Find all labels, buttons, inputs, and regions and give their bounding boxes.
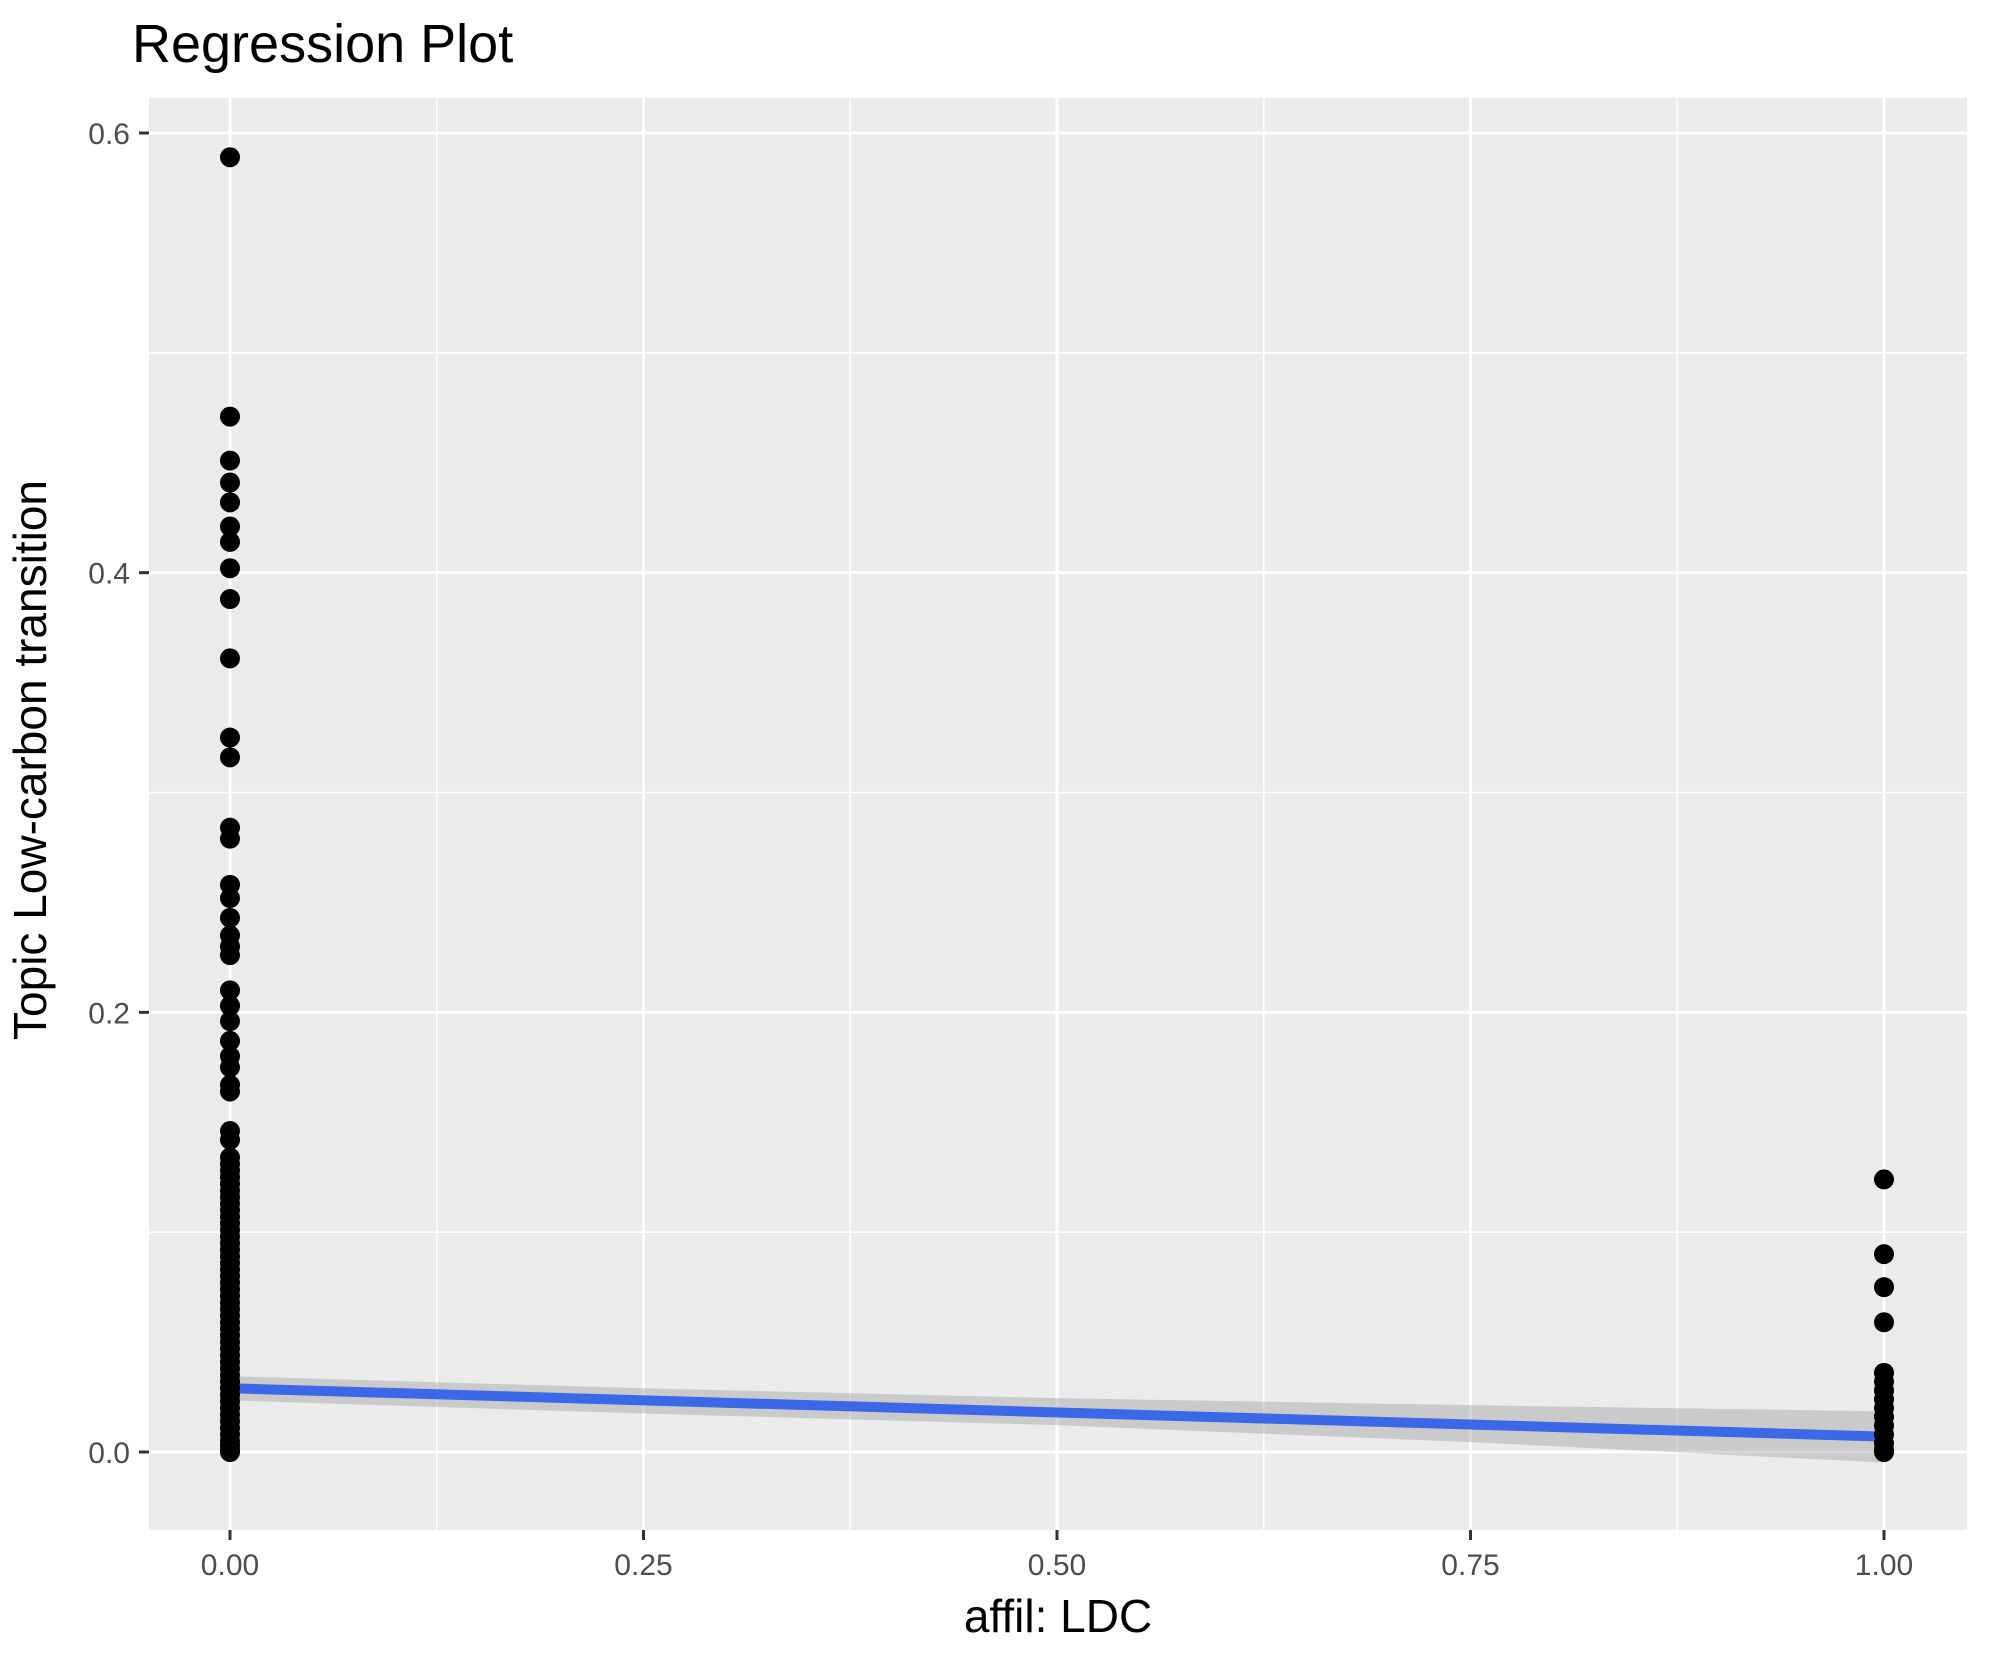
x-tick-label: 0.00 [201, 1549, 259, 1582]
data-point [220, 406, 240, 427]
scatter-points [220, 147, 1894, 1462]
major-gridlines [149, 98, 1967, 1530]
data-point [1874, 1312, 1894, 1333]
data-point [220, 558, 240, 579]
y-tick-label: 0.0 [88, 1437, 130, 1470]
data-point [220, 1011, 240, 1032]
data-point [220, 531, 240, 552]
data-point [220, 907, 240, 928]
axis-tick-labels: 0.00 0.25 0.50 0.75 1.00 0.0 0.2 0.4 0.6 [88, 118, 1913, 1582]
y-tick-label: 0.6 [88, 118, 130, 151]
data-point [220, 492, 240, 513]
data-point [220, 648, 240, 669]
data-point [220, 945, 240, 966]
data-point [220, 1057, 240, 1078]
data-point [220, 727, 240, 748]
data-point [1874, 1169, 1894, 1190]
data-point [220, 472, 240, 493]
data-point [220, 1030, 240, 1051]
x-tick-label: 0.25 [614, 1549, 672, 1582]
data-point [220, 516, 240, 537]
data-point [220, 995, 240, 1016]
y-tick-label: 0.4 [88, 558, 130, 591]
y-axis-title: Topic Low-carbon transition [4, 480, 56, 1040]
data-point [220, 1129, 240, 1150]
y-tick-label: 0.2 [88, 997, 130, 1030]
data-point [1874, 1442, 1894, 1462]
x-axis-title: affil: LDC [964, 1590, 1152, 1642]
data-point [1874, 1244, 1894, 1265]
data-point [220, 828, 240, 849]
data-point [220, 1081, 240, 1102]
data-point [220, 450, 240, 471]
data-point [220, 147, 240, 168]
data-point [1874, 1277, 1894, 1298]
data-point [220, 888, 240, 909]
plot-title: Regression Plot [132, 14, 513, 74]
data-point [220, 980, 240, 1001]
regression-line [229, 1383, 1885, 1442]
axis-tick-marks [139, 131, 1886, 1540]
data-point [220, 1442, 240, 1462]
data-point [220, 589, 240, 610]
x-tick-label: 1.00 [1855, 1549, 1913, 1582]
x-tick-label: 0.50 [1028, 1549, 1086, 1582]
data-point [220, 747, 240, 768]
x-tick-label: 0.75 [1441, 1549, 1499, 1582]
